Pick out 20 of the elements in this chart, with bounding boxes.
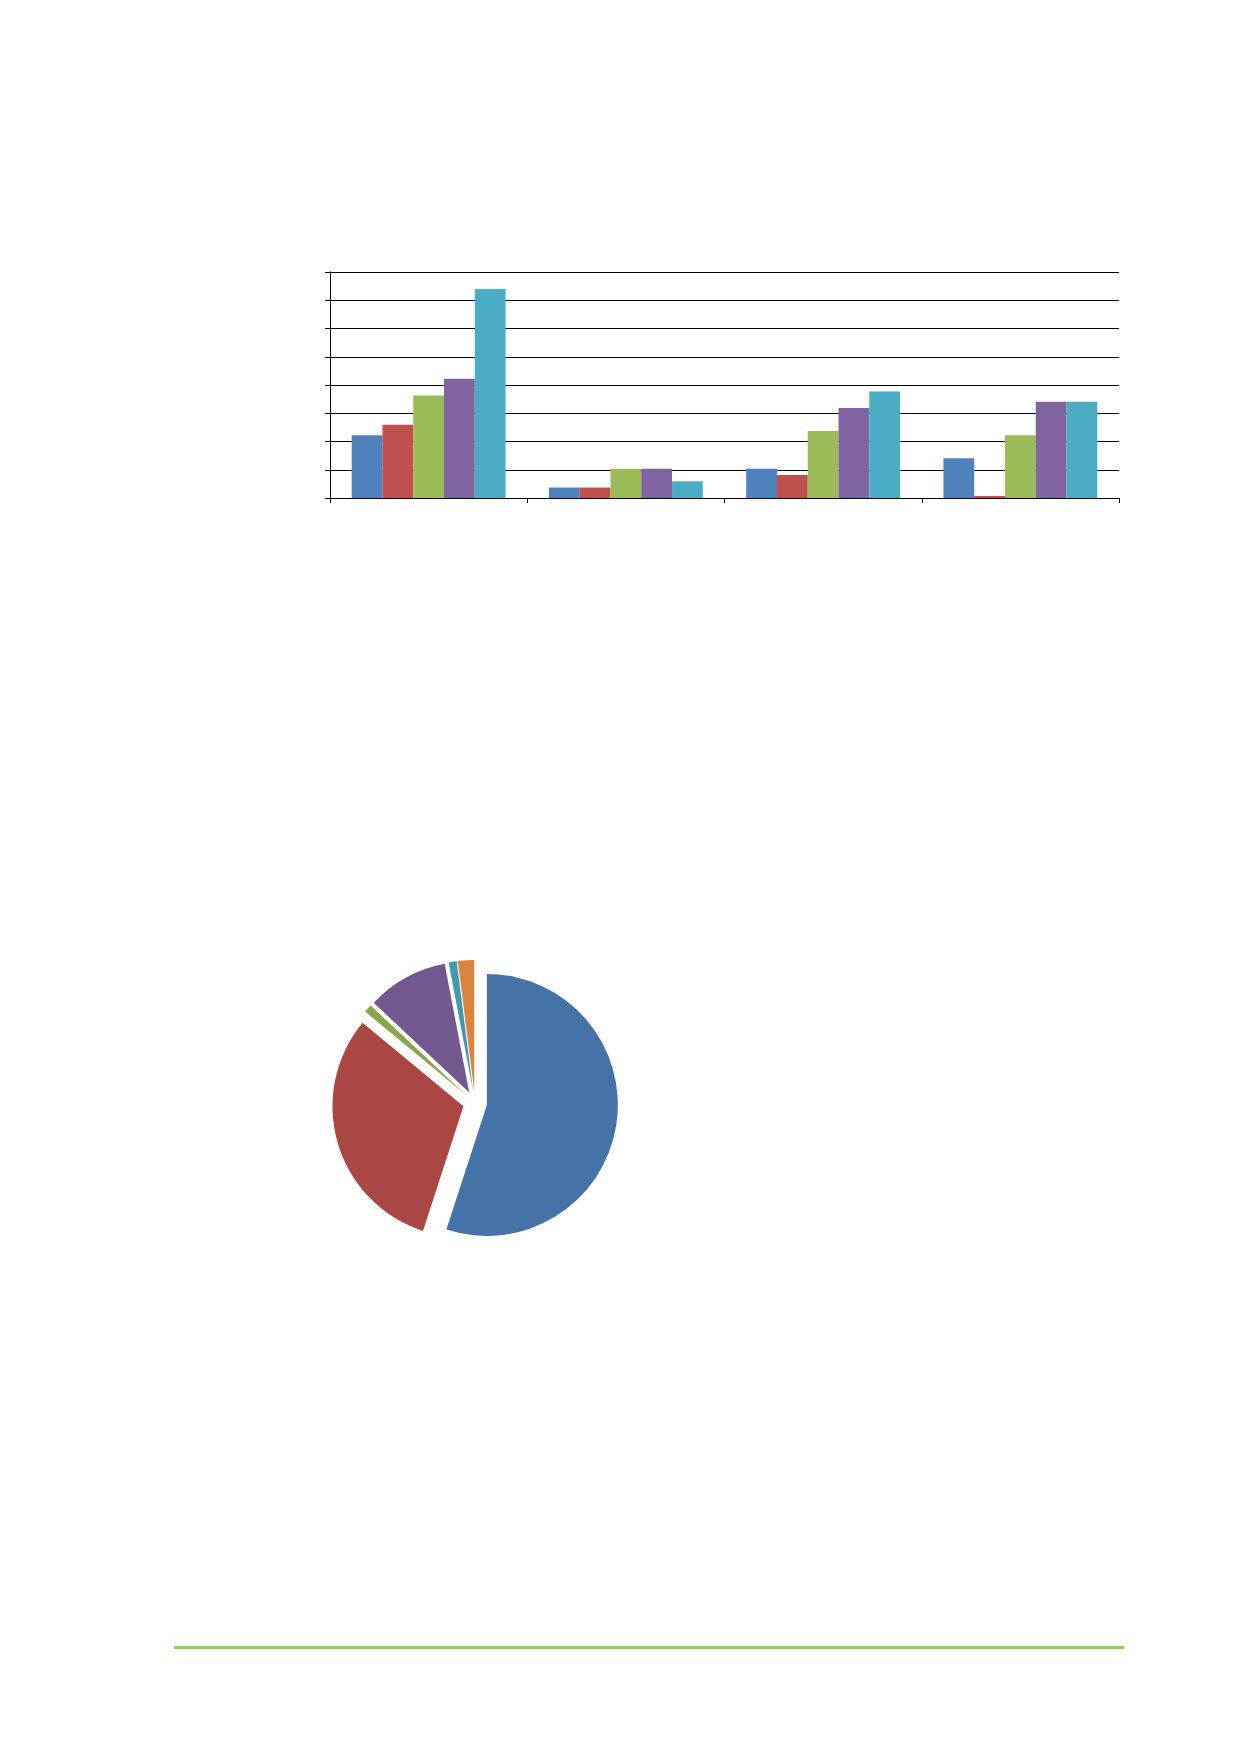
- bar: [807, 431, 839, 498]
- bar: [444, 378, 475, 498]
- bar: [641, 468, 673, 498]
- bar: [1066, 401, 1098, 498]
- bar: [746, 468, 777, 498]
- bar: [974, 495, 1005, 498]
- bar: [382, 424, 414, 498]
- bar: [1035, 401, 1067, 498]
- bar: [413, 395, 445, 498]
- bar: [943, 458, 975, 498]
- bar: [579, 487, 611, 498]
- bar: [1004, 435, 1036, 498]
- bar: [474, 288, 506, 498]
- bar: [610, 468, 642, 498]
- bar: [869, 391, 901, 498]
- bar: [351, 435, 383, 498]
- bar: [672, 481, 703, 498]
- bar: [838, 408, 870, 498]
- bar: [776, 475, 808, 498]
- bar: [548, 487, 580, 498]
